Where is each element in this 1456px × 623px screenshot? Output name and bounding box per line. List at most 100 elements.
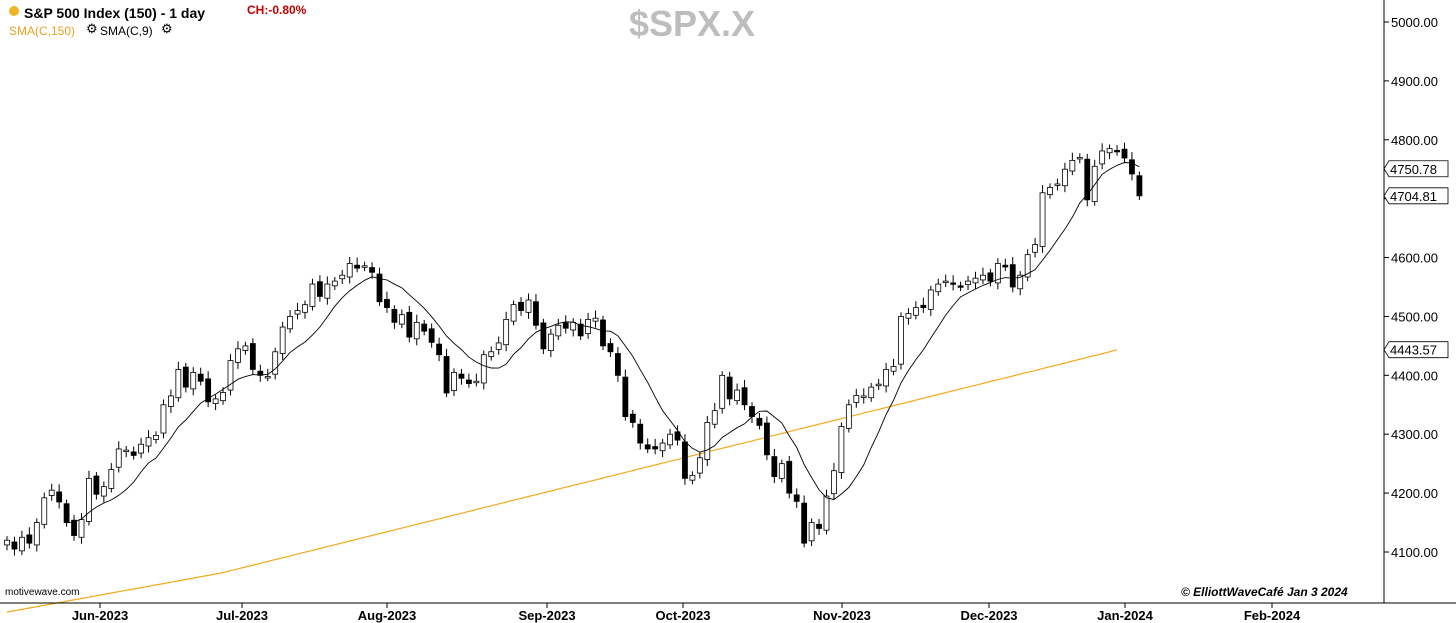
candle[interactable]: [1024, 249, 1031, 282]
candle[interactable]: [257, 364, 264, 382]
price-axis[interactable]: 4100.00 4200.00 4300.00 4400.00 4500.00 4600.…: [1384, 15, 1438, 560]
candle[interactable]: [853, 388, 860, 408]
gear-icon[interactable]: ⚙: [86, 21, 98, 36]
candle[interactable]: [696, 452, 703, 479]
candle[interactable]: [413, 314, 420, 346]
candle[interactable]: [667, 428, 673, 449]
candle[interactable]: [369, 262, 375, 279]
candle[interactable]: [458, 368, 465, 385]
candle[interactable]: [18, 530, 25, 555]
candle[interactable]: [167, 389, 174, 414]
candle[interactable]: [719, 371, 726, 414]
candle[interactable]: [1054, 178, 1061, 191]
candle[interactable]: [212, 394, 219, 411]
candle[interactable]: [510, 300, 517, 326]
candle[interactable]: [1114, 145, 1120, 156]
candle[interactable]: [175, 361, 182, 402]
candle[interactable]: [704, 415, 711, 467]
candle[interactable]: [197, 367, 204, 386]
candle[interactable]: [339, 269, 346, 285]
candle[interactable]: [927, 285, 934, 316]
candle[interactable]: [346, 256, 353, 284]
candle[interactable]: [480, 350, 487, 390]
candle[interactable]: [950, 275, 957, 291]
candle[interactable]: [1099, 143, 1106, 170]
candle[interactable]: [406, 305, 413, 343]
candle[interactable]: [160, 399, 167, 439]
candle[interactable]: [1002, 258, 1009, 272]
candle[interactable]: [331, 276, 338, 290]
candle[interactable]: [495, 336, 502, 355]
candle[interactable]: [145, 430, 152, 453]
candle[interactable]: [1069, 152, 1076, 176]
candle[interactable]: [883, 362, 889, 393]
candle[interactable]: [972, 271, 979, 290]
candle[interactable]: [11, 536, 18, 556]
candle[interactable]: [100, 481, 107, 503]
candle[interactable]: [793, 488, 800, 508]
candle[interactable]: [734, 383, 740, 405]
candle[interactable]: [1136, 171, 1143, 200]
candle[interactable]: [1121, 142, 1128, 164]
candle[interactable]: [764, 416, 770, 461]
candle[interactable]: [756, 413, 763, 430]
candle[interactable]: [294, 302, 301, 320]
candle[interactable]: [749, 402, 755, 424]
sma150-label[interactable]: SMA(C,150): [9, 24, 76, 38]
candle[interactable]: [1076, 153, 1083, 164]
candle[interactable]: [473, 373, 480, 387]
candle[interactable]: [1009, 256, 1016, 293]
candle[interactable]: [26, 527, 33, 549]
candle[interactable]: [637, 418, 644, 450]
candle[interactable]: [123, 446, 130, 458]
candle[interactable]: [935, 278, 942, 296]
candle[interactable]: [488, 346, 495, 361]
candle[interactable]: [391, 305, 398, 329]
candle[interactable]: [93, 471, 100, 500]
candle[interactable]: [629, 410, 636, 428]
candle[interactable]: [622, 369, 629, 421]
candle[interactable]: [205, 371, 212, 408]
sma9-label[interactable]: SMA(C,9): [100, 24, 153, 38]
candle[interactable]: [868, 382, 875, 402]
candle[interactable]: [831, 463, 837, 499]
candle[interactable]: [592, 310, 599, 328]
candle[interactable]: [398, 309, 405, 329]
candle[interactable]: [778, 459, 785, 483]
candle[interactable]: [1017, 271, 1024, 296]
candle[interactable]: [190, 367, 197, 396]
candle[interactable]: [220, 387, 226, 405]
candle[interactable]: [801, 495, 808, 548]
candle[interactable]: [287, 309, 294, 333]
candle[interactable]: [905, 308, 912, 325]
candle[interactable]: [1062, 162, 1068, 193]
candle[interactable]: [465, 373, 472, 388]
candle[interactable]: [436, 337, 443, 362]
candle[interactable]: [361, 261, 368, 272]
candle[interactable]: [279, 321, 286, 361]
candle[interactable]: [138, 437, 145, 459]
candle[interactable]: [994, 258, 1001, 290]
candle[interactable]: [182, 362, 189, 393]
candle[interactable]: [354, 257, 361, 273]
candle[interactable]: [33, 518, 40, 552]
candle[interactable]: [309, 278, 316, 311]
candle[interactable]: [741, 380, 748, 411]
candle[interactable]: [78, 513, 85, 544]
candle[interactable]: [920, 297, 927, 313]
candle[interactable]: [547, 328, 554, 358]
candle[interactable]: [913, 301, 919, 320]
candle[interactable]: [577, 318, 584, 340]
candle[interactable]: [130, 446, 137, 460]
candle[interactable]: [942, 274, 949, 287]
candle[interactable]: [659, 438, 666, 458]
candle[interactable]: [898, 312, 904, 370]
candle[interactable]: [823, 489, 830, 535]
candle[interactable]: [227, 354, 234, 396]
candle[interactable]: [41, 492, 48, 529]
candle[interactable]: [674, 425, 681, 446]
candle[interactable]: [503, 311, 510, 352]
candle[interactable]: [615, 347, 621, 382]
candle[interactable]: [644, 438, 651, 454]
